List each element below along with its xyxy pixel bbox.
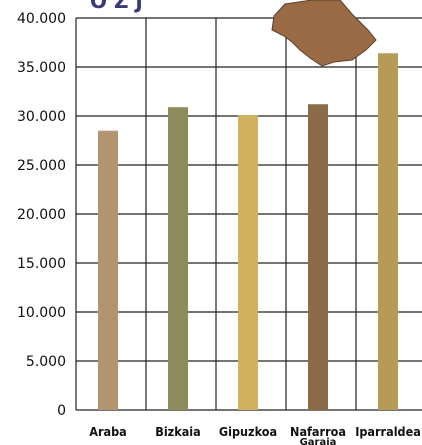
- y-tick-label: 15.000: [17, 256, 66, 272]
- y-tick-label: 5.000: [26, 354, 66, 370]
- x-tick-label: Bizkaia: [155, 424, 200, 439]
- y-tick-label: 25.000: [17, 158, 66, 174]
- x-tick-label: Nafarroa: [290, 424, 346, 439]
- y-tick-label: 20.000: [17, 207, 66, 223]
- bar-nafarroa: [308, 104, 328, 411]
- y-tick-label: 40.000: [17, 11, 66, 27]
- y-tick-label: 0: [57, 403, 66, 419]
- x-tick-label: Gipuzkoa: [219, 424, 277, 439]
- y-tick-label: 35.000: [17, 60, 66, 76]
- y-tick-label: 10.000: [17, 305, 66, 321]
- title-fragment: O Z J: [90, 0, 143, 13]
- bar-bizkaia: [168, 107, 188, 411]
- x-tick-label: Araba: [89, 424, 126, 439]
- basque-country-map-icon: [271, 0, 377, 67]
- y-tick-label: 30.000: [17, 109, 66, 125]
- y-axis-ticks: 0 5.000 10.000 15.000 20.000 25.000 30.000 35.0…: [17, 11, 66, 419]
- bar-iparraldea: [378, 53, 398, 410]
- x-tick-sublabel: Garaia: [300, 437, 337, 445]
- bar-gipuzkoa: [238, 115, 258, 411]
- bars: [98, 53, 398, 411]
- x-tick-label: Iparraldea: [355, 424, 421, 439]
- bar-araba: [98, 130, 118, 410]
